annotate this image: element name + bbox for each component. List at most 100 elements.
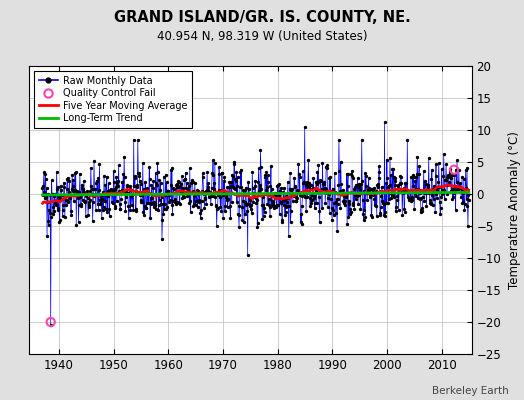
- Point: [237, 184, 245, 190]
- Point: [80, 178, 88, 184]
- Point: [82, 213, 90, 220]
- Point: [396, 172, 405, 179]
- Point: [258, 215, 267, 222]
- Point: [135, 178, 144, 184]
- Point: [168, 211, 177, 218]
- Point: [115, 187, 123, 194]
- Point: [299, 180, 308, 186]
- Point: [241, 210, 249, 217]
- Point: [177, 181, 185, 187]
- Point: [212, 203, 220, 209]
- Point: [181, 176, 189, 182]
- Point: [301, 194, 309, 200]
- Point: [411, 185, 420, 192]
- Point: [139, 209, 147, 215]
- Point: [89, 198, 97, 205]
- Point: [234, 212, 243, 218]
- Point: [329, 207, 337, 214]
- Point: [316, 177, 324, 183]
- Point: [236, 184, 244, 190]
- Point: [408, 197, 417, 203]
- Point: [256, 184, 264, 190]
- Point: [336, 205, 344, 211]
- Point: [195, 199, 203, 205]
- Point: [357, 136, 366, 143]
- Point: [213, 222, 221, 229]
- Point: [363, 197, 372, 204]
- Point: [126, 186, 134, 192]
- Point: [141, 187, 150, 194]
- Point: [173, 180, 182, 187]
- Point: [455, 185, 464, 191]
- Point: [46, 192, 54, 198]
- Point: [182, 180, 191, 186]
- Point: [345, 198, 354, 204]
- Point: [386, 155, 394, 161]
- Point: [429, 186, 438, 192]
- Point: [74, 218, 83, 225]
- Point: [155, 202, 163, 208]
- Point: [177, 189, 185, 195]
- Point: [40, 194, 49, 201]
- Point: [335, 136, 343, 143]
- Point: [246, 195, 255, 202]
- Point: [401, 180, 409, 186]
- Point: [387, 195, 396, 201]
- Point: [199, 189, 208, 195]
- Point: [332, 198, 341, 205]
- Point: [116, 206, 124, 212]
- Point: [95, 187, 103, 194]
- Point: [50, 208, 59, 214]
- Point: [186, 198, 194, 204]
- Point: [402, 188, 411, 195]
- Point: [367, 214, 376, 220]
- Point: [66, 195, 74, 201]
- Point: [69, 188, 77, 194]
- Point: [58, 192, 66, 198]
- Point: [421, 190, 430, 196]
- Point: [338, 190, 346, 196]
- Point: [443, 190, 451, 197]
- Point: [325, 175, 333, 182]
- Point: [292, 198, 300, 204]
- Point: [54, 192, 63, 199]
- Point: [233, 183, 242, 190]
- Point: [339, 198, 347, 204]
- Point: [381, 209, 390, 215]
- Point: [75, 189, 84, 196]
- Point: [376, 210, 384, 216]
- Point: [391, 174, 399, 181]
- Point: [50, 193, 58, 200]
- Point: [138, 199, 146, 206]
- Point: [64, 198, 73, 204]
- Point: [289, 197, 297, 204]
- Point: [135, 170, 143, 177]
- Point: [353, 175, 362, 181]
- Point: [441, 177, 450, 183]
- Point: [103, 174, 111, 180]
- Point: [167, 202, 176, 208]
- Point: [296, 174, 304, 180]
- Point: [317, 188, 325, 194]
- Point: [344, 214, 353, 220]
- Point: [208, 184, 216, 191]
- Point: [413, 186, 422, 192]
- Point: [446, 174, 455, 181]
- Point: [316, 178, 325, 184]
- Point: [224, 196, 232, 202]
- Point: [283, 203, 291, 209]
- Point: [292, 198, 301, 204]
- Point: [288, 192, 296, 198]
- Point: [438, 187, 446, 193]
- Point: [290, 175, 298, 181]
- Point: [438, 190, 446, 197]
- Point: [300, 191, 308, 197]
- Point: [364, 186, 372, 192]
- Point: [93, 178, 101, 185]
- Point: [365, 184, 373, 191]
- Point: [133, 184, 141, 190]
- Point: [456, 184, 465, 191]
- Point: [349, 202, 357, 208]
- Point: [277, 185, 285, 191]
- Point: [406, 188, 414, 194]
